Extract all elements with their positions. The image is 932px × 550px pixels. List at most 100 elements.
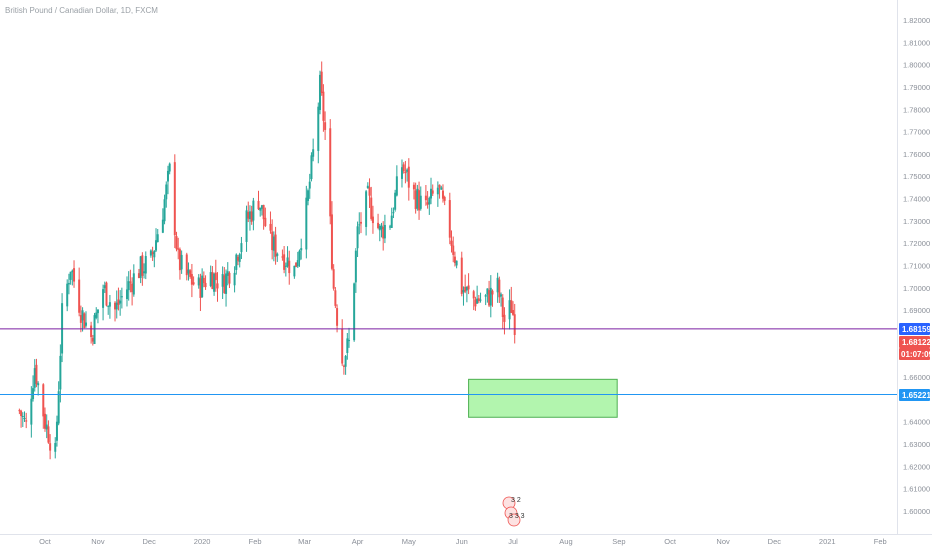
candle — [336, 304, 339, 333]
candle-body — [424, 195, 427, 201]
marker-circle-3[interactable] — [507, 513, 521, 527]
close-price-label: 1.68122 — [902, 338, 931, 347]
candle-body — [464, 286, 467, 292]
candle — [400, 159, 403, 188]
candle — [127, 271, 130, 301]
candle — [501, 294, 504, 329]
candle-body — [448, 200, 451, 238]
candle — [119, 290, 122, 316]
time-tick-label: Feb — [249, 537, 262, 546]
candle — [395, 165, 398, 197]
target-zone-box[interactable] — [468, 378, 618, 418]
candle — [33, 359, 36, 392]
candle-body — [105, 282, 108, 306]
candle — [464, 274, 467, 294]
candle — [465, 286, 468, 303]
candle-body — [336, 308, 339, 326]
candle — [402, 162, 405, 174]
last-price-badge: 1.68159 — [899, 323, 931, 335]
candle — [426, 191, 429, 209]
price-tick-label: 1.78000 — [903, 105, 930, 114]
time-axis[interactable]: Oct Nov Dec 2020 Feb Mar Apr May Jun Jul Aug Sep Oct… — [39, 537, 887, 546]
candle — [496, 272, 499, 303]
candle-body — [370, 197, 373, 219]
candle — [380, 222, 383, 238]
symbol-title: British Pound / Canadian Dollar, 1D, FXC… — [5, 6, 158, 15]
candle — [35, 358, 38, 388]
candle — [54, 437, 57, 459]
candle-body — [119, 300, 122, 304]
candle — [359, 212, 362, 234]
candle — [404, 160, 407, 184]
candle — [310, 152, 313, 182]
candle-body — [69, 271, 72, 280]
candle — [155, 228, 158, 252]
candle — [235, 253, 238, 275]
candle-body — [185, 254, 188, 276]
candle-body — [377, 222, 380, 229]
candle-body — [141, 255, 144, 276]
candle — [342, 364, 345, 375]
candle-body — [496, 277, 499, 293]
candle-body — [115, 302, 118, 310]
candle-body — [455, 260, 458, 266]
candle — [419, 186, 422, 211]
candle-body — [199, 278, 202, 298]
candle-body — [175, 236, 178, 250]
candle — [177, 237, 180, 260]
candle — [406, 168, 409, 182]
candle-body — [139, 256, 142, 278]
candle — [476, 285, 479, 304]
candle — [153, 250, 156, 268]
candle-body — [317, 106, 320, 151]
time-tick-label: Aug — [559, 537, 572, 546]
candle-body — [305, 197, 308, 250]
candle — [79, 305, 82, 333]
candle — [45, 414, 48, 439]
candle-body — [272, 236, 275, 251]
candle — [81, 307, 84, 332]
candle-body — [353, 283, 356, 341]
price-axis[interactable]: 1.82000 1.81000 1.80000 1.79000 1.78000 1.770… — [903, 16, 930, 516]
event-markers[interactable]: 3 2 3 3 3 — [502, 496, 525, 527]
candle-body — [57, 391, 60, 424]
time-tick-label: Dec — [143, 537, 157, 546]
countdown-label: 01:07:09 — [901, 350, 932, 359]
candle-body — [264, 217, 267, 226]
candle-body — [284, 265, 287, 267]
candle-body — [460, 257, 463, 294]
candle-body — [149, 250, 152, 256]
candle-body — [226, 271, 229, 276]
candle — [418, 181, 421, 220]
candle — [332, 264, 335, 291]
candle — [166, 165, 169, 195]
candle-body — [129, 281, 132, 283]
candle — [390, 207, 393, 228]
candle — [225, 269, 228, 307]
candle — [69, 271, 72, 285]
candle — [513, 303, 516, 344]
candle-body — [103, 285, 106, 289]
price-tick-label: 1.77000 — [903, 128, 930, 137]
candle-body — [180, 254, 183, 270]
candle — [44, 407, 46, 432]
candle-body — [276, 253, 279, 256]
candle-body — [32, 388, 35, 400]
support-price-label: 1.65221 — [902, 391, 931, 400]
candle — [450, 230, 453, 253]
candle — [296, 251, 299, 269]
candle — [286, 246, 289, 268]
candle — [132, 264, 135, 297]
candle — [259, 207, 262, 217]
candle — [344, 354, 347, 375]
candle-body — [390, 215, 393, 228]
candle — [389, 224, 392, 230]
candle — [178, 247, 181, 280]
candle — [318, 70, 321, 115]
candle-body — [334, 290, 337, 306]
candle — [156, 229, 159, 243]
candle-body — [298, 250, 301, 261]
candle-body — [132, 273, 135, 295]
